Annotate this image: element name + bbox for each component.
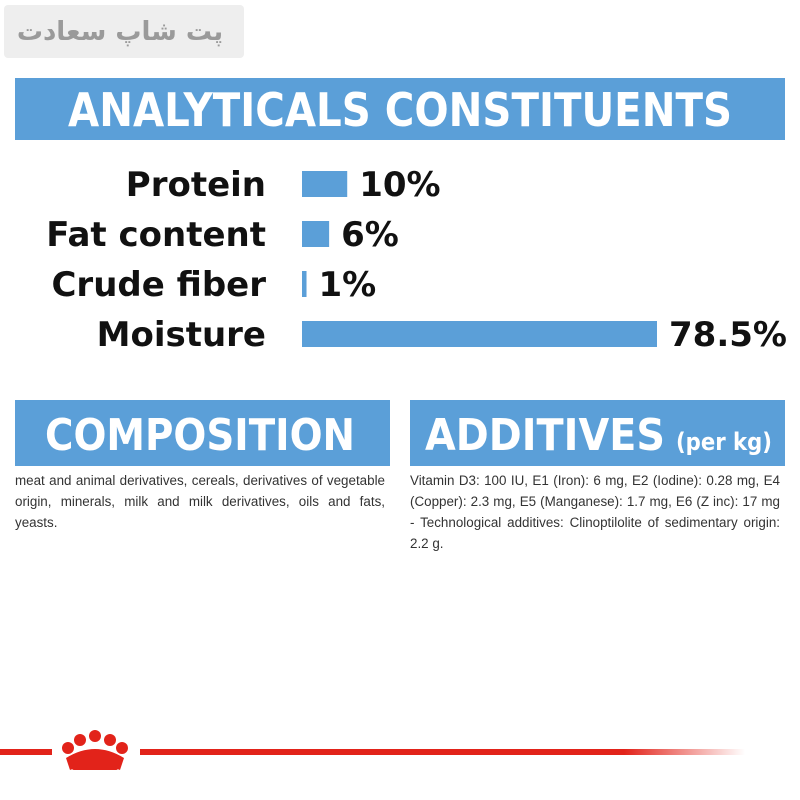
watermark: پت شاپ سعادت <box>17 17 223 47</box>
rows: Protein 10% Fat content 6% Crude fiber 1% Mois… <box>46 165 787 355</box>
additives-title: ADDITIVES <box>425 410 665 461</box>
value-label: 1% <box>319 265 377 305</box>
bar <box>302 271 307 297</box>
red-line-left <box>0 749 52 755</box>
additives-text: Vitamin D3: 100 IU, E1 (Iron): 6 mg, E2 … <box>410 473 780 551</box>
item-label: Fat content <box>46 215 266 255</box>
value-label: 78.5% <box>669 315 787 355</box>
additives-banner <box>410 400 785 466</box>
composition-banner <box>15 400 390 466</box>
crown-logo <box>62 730 128 770</box>
title-banner <box>15 78 785 140</box>
composition-title: COMPOSITION <box>45 410 355 461</box>
composition-text: meat and animal derivatives, cereals, de… <box>15 473 385 530</box>
value-label: 6% <box>341 215 399 255</box>
value-label: 10% <box>359 165 440 205</box>
section-title: ANALYTICALS CONSTITUENTS <box>68 83 732 137</box>
item-label: Crude fiber <box>51 265 266 305</box>
additives-unit: (per kg) <box>676 428 772 456</box>
watermark-box <box>4 5 244 58</box>
item-label: Moisture <box>97 315 266 355</box>
bar <box>302 171 348 197</box>
red-line-right <box>140 749 745 755</box>
bar <box>302 221 330 247</box>
bar <box>302 321 657 347</box>
item-label: Protein <box>126 165 266 205</box>
